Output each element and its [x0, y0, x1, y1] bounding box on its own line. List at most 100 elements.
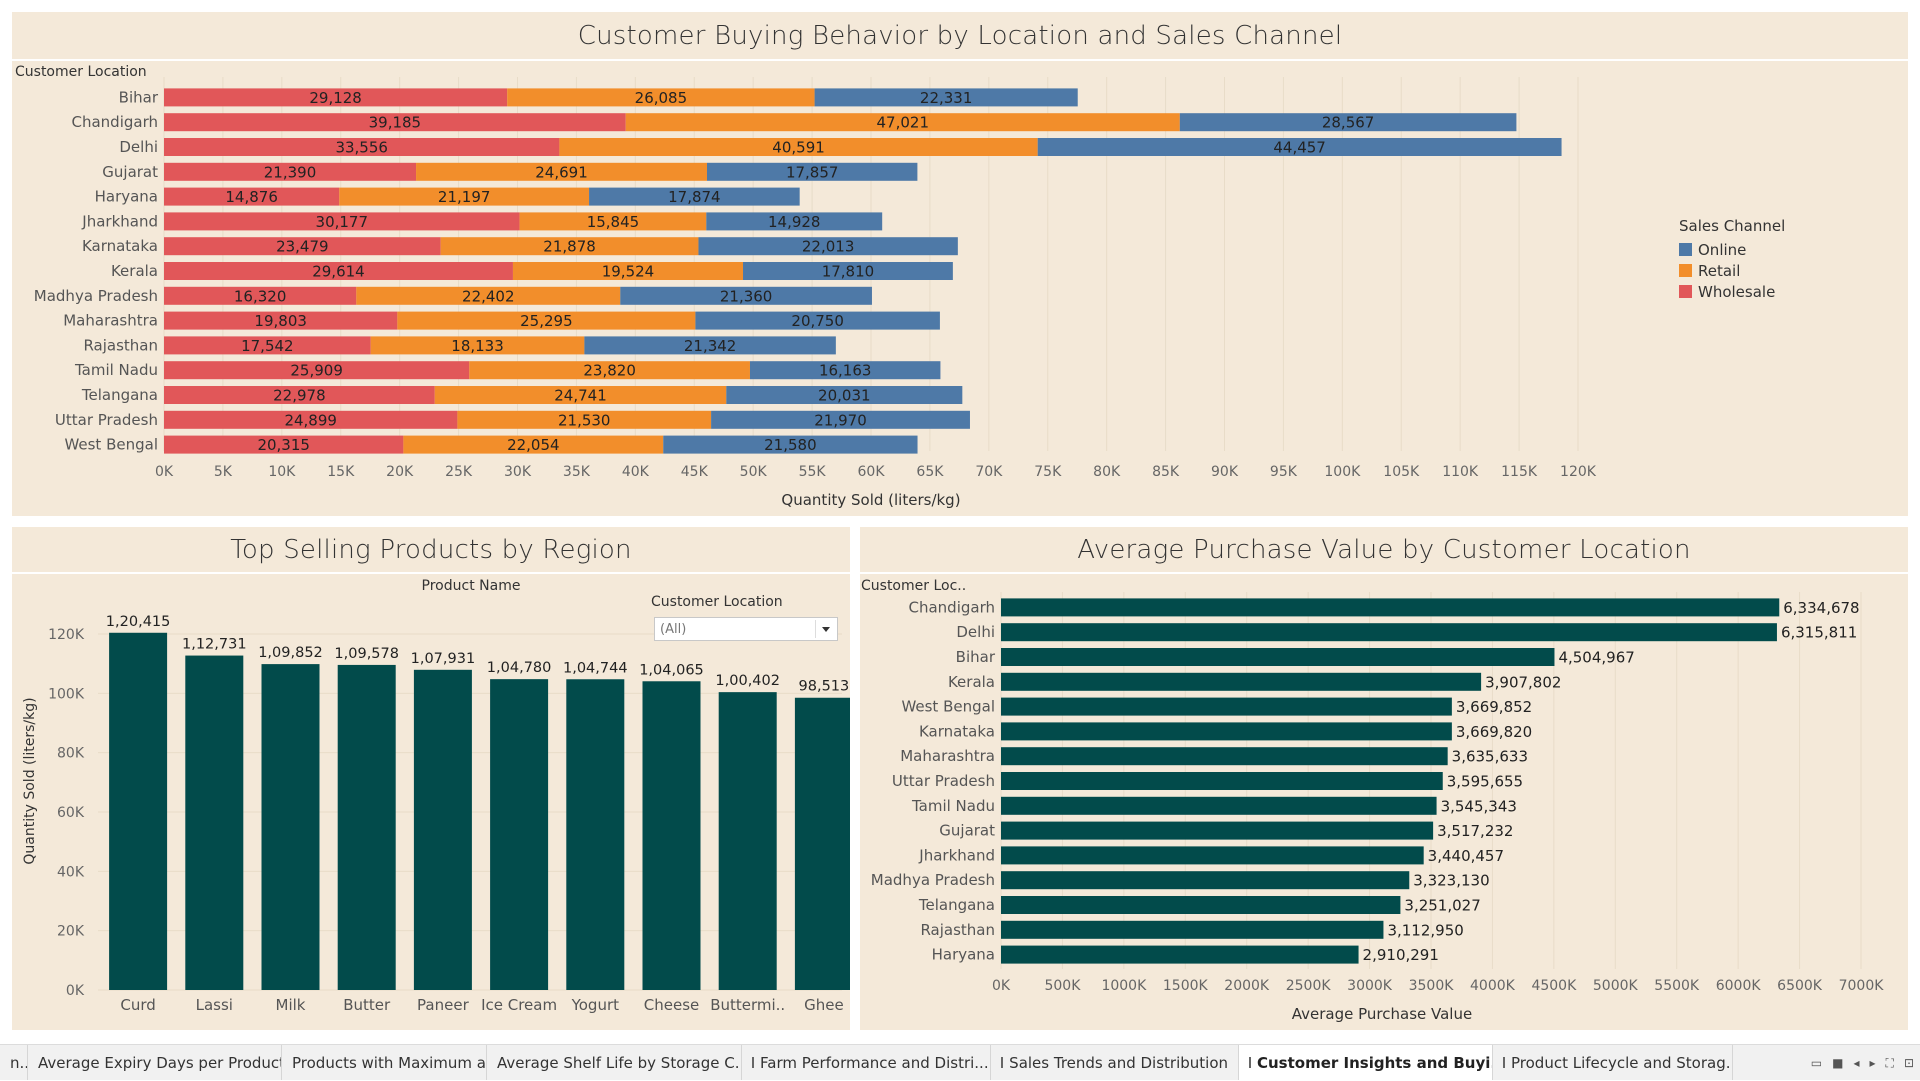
data-label: 3,112,950	[1387, 921, 1463, 939]
tab-controls: ▭ ■ ◂ ▸ ⛶ ⊡	[1811, 1045, 1914, 1081]
data-label: 21,197	[438, 188, 491, 206]
sheet-tab[interactable]: Average Expiry Days per Product	[28, 1045, 282, 1080]
bar-segment-online	[711, 410, 970, 429]
data-label: 33,556	[335, 139, 388, 157]
sheet-tab[interactable]: Product Lifecycle and Storag...	[1493, 1045, 1733, 1080]
top-chart-title-band: Customer Buying Behavior by Location and…	[12, 12, 1908, 59]
avg-purchase-bar	[1001, 796, 1437, 815]
category-label: Milk	[276, 996, 306, 1014]
sheet-tab[interactable]: n..	[0, 1045, 28, 1080]
data-label: 29,128	[309, 89, 362, 107]
category-label: Kerala	[111, 262, 158, 280]
data-label: 23,479	[276, 238, 329, 256]
top-chart-panel: Customer Location 0K 5K 10K 15K 20K 25K 30K 35K 4…	[12, 61, 1908, 516]
bar-segment-wholesale	[164, 138, 560, 156]
avg-purchase-bar	[1001, 896, 1401, 914]
category-label: Bihar	[956, 648, 996, 666]
bar-segment-retail	[403, 435, 664, 454]
data-label: 14,876	[225, 188, 278, 206]
bar-segment-online	[743, 262, 953, 280]
next-icon[interactable]: ▸	[1869, 1056, 1876, 1070]
bar-segment-retail	[512, 262, 744, 280]
data-label: 21,530	[558, 411, 611, 429]
chevron-down-icon[interactable]	[815, 620, 835, 638]
legend-swatch	[1679, 243, 1692, 256]
data-label: 25,909	[290, 362, 343, 380]
category-label: Buttermi..	[710, 996, 785, 1014]
bar-segment-online	[698, 237, 958, 256]
data-label: 23,820	[583, 362, 636, 380]
category-label: Haryana	[932, 946, 995, 964]
row-header: Customer Location	[15, 64, 147, 80]
category-label: Delhi	[956, 623, 995, 641]
avg-purchase-bar	[1001, 623, 1777, 642]
legend-title: Sales Channel	[1679, 217, 1786, 235]
sheet-tab[interactable]: Farm Performance and Distri...	[742, 1045, 991, 1080]
category-label: Rajasthan	[920, 921, 995, 939]
grid-view-icon[interactable]: ■	[1832, 1056, 1844, 1070]
x-tick-label: 30K	[504, 464, 532, 480]
sheet-tab[interactable]: Customer Insights and Buyi...	[1239, 1045, 1493, 1080]
sheet-tab[interactable]: Average Shelf Life by Storage C...	[487, 1045, 742, 1080]
bar-segment-wholesale	[164, 286, 357, 305]
category-label: Jharkhand	[918, 846, 995, 864]
list-view-icon[interactable]: ▭	[1810, 1056, 1823, 1070]
customer-location-filter-label: Customer Location	[651, 594, 783, 610]
dashboard-grid-icon	[1249, 1057, 1251, 1068]
bar-segment-retail	[339, 187, 590, 206]
stacked-bar-chart[interactable]: Customer Location 0K 5K 10K 15K 20K 25K 30K 35K 4…	[12, 61, 1908, 516]
x-tick-label: 1500K	[1163, 978, 1209, 994]
left-chart-title: Top Selling Products by Region	[230, 534, 632, 565]
sheet-tab-label: n..	[10, 1053, 28, 1072]
category-label: Butter	[343, 996, 391, 1014]
fullscreen-icon[interactable]: ⛶	[1885, 1055, 1894, 1070]
data-label: 25,295	[520, 312, 573, 330]
bar-segment-online	[814, 88, 1078, 107]
x-tick-label: 80K	[1093, 464, 1121, 480]
customer-location-dropdown[interactable]: (All)	[654, 617, 838, 641]
x-tick-label: 60K	[858, 464, 886, 480]
bar-segment-retail	[356, 286, 621, 305]
sheet-tab-label: Products with Maximum and Mi...	[292, 1053, 486, 1072]
present-icon[interactable]: ⊡	[1903, 1056, 1914, 1070]
category-label: Maharashtra	[63, 312, 158, 330]
right-chart-title: Average Purchase Value by Customer Locat…	[1077, 534, 1691, 565]
data-label: 17,874	[668, 188, 721, 206]
data-label: 17,810	[822, 263, 875, 281]
x-tick-label: 6500K	[1777, 978, 1823, 994]
sheet-tab[interactable]: Sales Trends and Distribution	[991, 1045, 1239, 1080]
data-label: 16,163	[819, 362, 872, 380]
x-tick-label: 4500K	[1531, 978, 1577, 994]
x-tick-label: 95K	[1270, 464, 1298, 480]
category-label: Uttar Pradesh	[892, 772, 995, 790]
data-label: 3,669,820	[1456, 723, 1532, 741]
bar-segment-retail	[434, 386, 727, 404]
product-bar	[794, 697, 850, 990]
data-label: 39,185	[369, 114, 422, 132]
x-tick-label: 10K	[268, 464, 296, 480]
product-bar	[109, 632, 168, 990]
legend-item-online[interactable]: Online	[1679, 239, 1785, 260]
product-bar	[261, 664, 320, 990]
product-bar	[566, 679, 625, 990]
x-tick-label: 105K	[1383, 464, 1420, 480]
data-label: 40,591	[772, 139, 825, 157]
y-tick-label: 20K	[57, 924, 85, 940]
data-label: 1,09,578	[334, 646, 399, 662]
sheet-tab[interactable]: Products with Maximum and Mi...	[282, 1045, 487, 1080]
data-label: 1,20,415	[106, 614, 171, 630]
data-label: 17,542	[241, 337, 294, 355]
bar-segment-online	[620, 286, 872, 305]
legend-item-wholesale[interactable]: Wholesale	[1679, 281, 1785, 302]
previous-icon[interactable]: ◂	[1853, 1056, 1860, 1070]
sheet-tab-label: Customer Insights and Buyi...	[1257, 1053, 1493, 1072]
category-label: West Bengal	[901, 698, 995, 716]
vertical-bar-chart[interactable]: Product Name 0K 20K 40K 60K 80K 100K 120K Quanti…	[12, 574, 850, 1030]
horizontal-bar-chart[interactable]: Customer Loc.. 0K 500K 1000K 1500K 2000K 2500K…	[860, 574, 1908, 1030]
column-header: Product Name	[422, 578, 521, 594]
legend-item-retail[interactable]: Retail	[1679, 260, 1785, 281]
product-bar	[718, 692, 777, 990]
bar-segment-online	[726, 386, 963, 404]
category-label: Madhya Pradesh	[34, 287, 158, 305]
category-label: Telangana	[81, 386, 158, 404]
